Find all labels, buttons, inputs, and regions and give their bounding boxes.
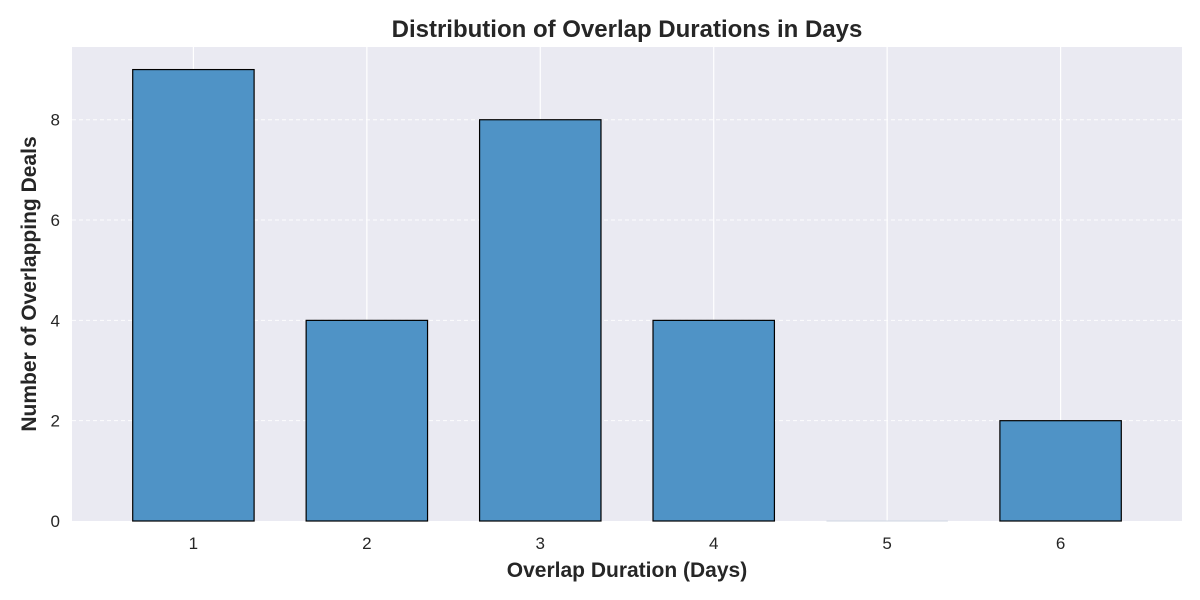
y-tick-label: 4 [51, 311, 60, 330]
y-tick-label: 0 [51, 512, 60, 531]
x-tick-label: 6 [1056, 534, 1065, 553]
x-tick-label: 1 [189, 534, 198, 553]
chart-title: Distribution of Overlap Durations in Day… [392, 16, 863, 43]
y-tick-label: 2 [51, 412, 60, 431]
x-tick-label: 4 [709, 534, 718, 553]
x-tick-labels: 1 2 3 4 5 6 [189, 534, 1066, 553]
x-tick-label: 3 [536, 534, 545, 553]
bar [999, 420, 1122, 522]
x-tick-label: 5 [882, 534, 891, 553]
y-tick-labels: 0 2 4 6 8 [51, 111, 60, 531]
x-tick-label: 2 [362, 534, 371, 553]
bar [305, 319, 429, 522]
bar [652, 319, 776, 522]
y-tick-label: 6 [51, 211, 60, 230]
bar [132, 68, 255, 522]
bar [478, 119, 602, 522]
y-axis-label: Number of Overlapping Deals [18, 136, 41, 431]
y-tick-label: 8 [51, 111, 60, 130]
x-axis-label: Overlap Duration (Days) [507, 559, 747, 582]
bars [132, 68, 1122, 522]
plot-background [72, 47, 1182, 521]
